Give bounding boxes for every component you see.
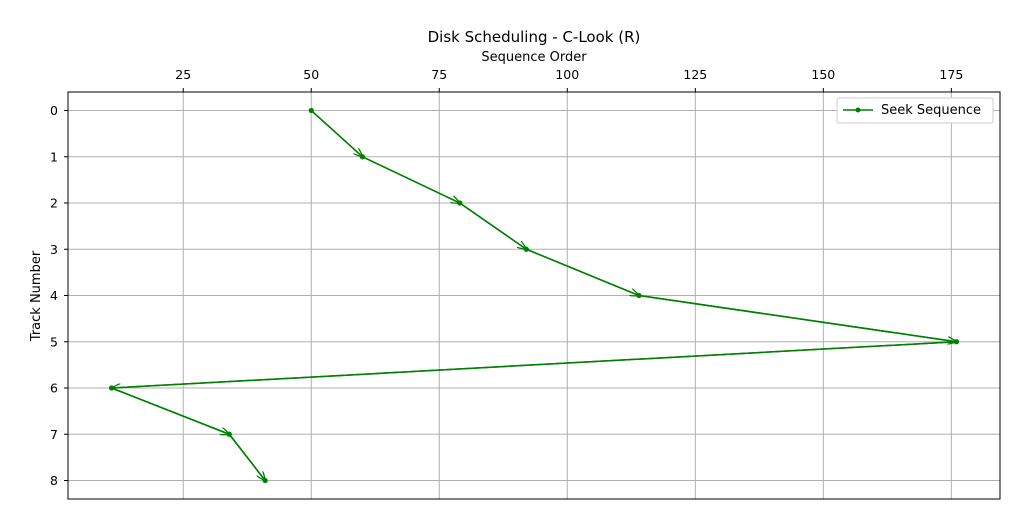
tick-layer: 25 50 75 100 125 150 175 0 1 2 3 4 5 6 7 8 <box>50 67 963 488</box>
y-axis-label: Track Number <box>29 250 44 342</box>
legend-marker <box>855 107 861 113</box>
data-point <box>308 107 314 114</box>
grid-layer <box>68 92 1000 499</box>
y-tick-label: 0 <box>50 103 58 118</box>
x-axis-label: Sequence Order <box>481 50 587 65</box>
x-tick-label: 50 <box>303 67 319 82</box>
seek-arrow <box>638 294 956 342</box>
x-tick-label: 150 <box>811 67 835 82</box>
data-point <box>953 339 960 345</box>
data-point <box>226 431 232 437</box>
legend-box <box>836 97 994 124</box>
seek-arrow <box>459 202 527 249</box>
y-tick-label: 7 <box>50 427 58 442</box>
plot-frame <box>67 91 1001 500</box>
y-tick-label: 6 <box>50 381 58 396</box>
y-tick-label: 4 <box>50 288 58 303</box>
data-point <box>262 477 268 484</box>
x-tick-label: 100 <box>555 67 579 82</box>
legend-label: Seek Sequence <box>881 103 981 118</box>
data-point <box>359 154 366 160</box>
x-tick-label: 125 <box>683 67 707 82</box>
seek-arrow <box>362 156 459 203</box>
x-tick-label: 75 <box>431 67 447 82</box>
y-tick-label: 1 <box>50 149 58 164</box>
y-tick-label: 5 <box>50 334 58 349</box>
y-tick-label: 8 <box>50 473 58 488</box>
seek-arrow <box>111 387 230 434</box>
data-point <box>108 385 115 391</box>
seek-arrow <box>310 109 362 157</box>
x-tick-label: 175 <box>939 67 963 82</box>
seek-arrow <box>112 341 957 388</box>
y-tick-label: 3 <box>50 242 58 257</box>
seek-arrow <box>228 433 265 480</box>
y-tick-label: 2 <box>50 196 58 211</box>
data-point <box>523 246 529 252</box>
seek-arrow <box>526 248 639 295</box>
x-tick-label: 25 <box>175 67 191 82</box>
series-layer <box>108 107 960 484</box>
legend: Seek Sequence <box>836 97 994 124</box>
data-point <box>457 200 463 206</box>
chart-title: Disk Scheduling - C-Look (R) <box>428 28 641 46</box>
data-point <box>636 292 642 299</box>
